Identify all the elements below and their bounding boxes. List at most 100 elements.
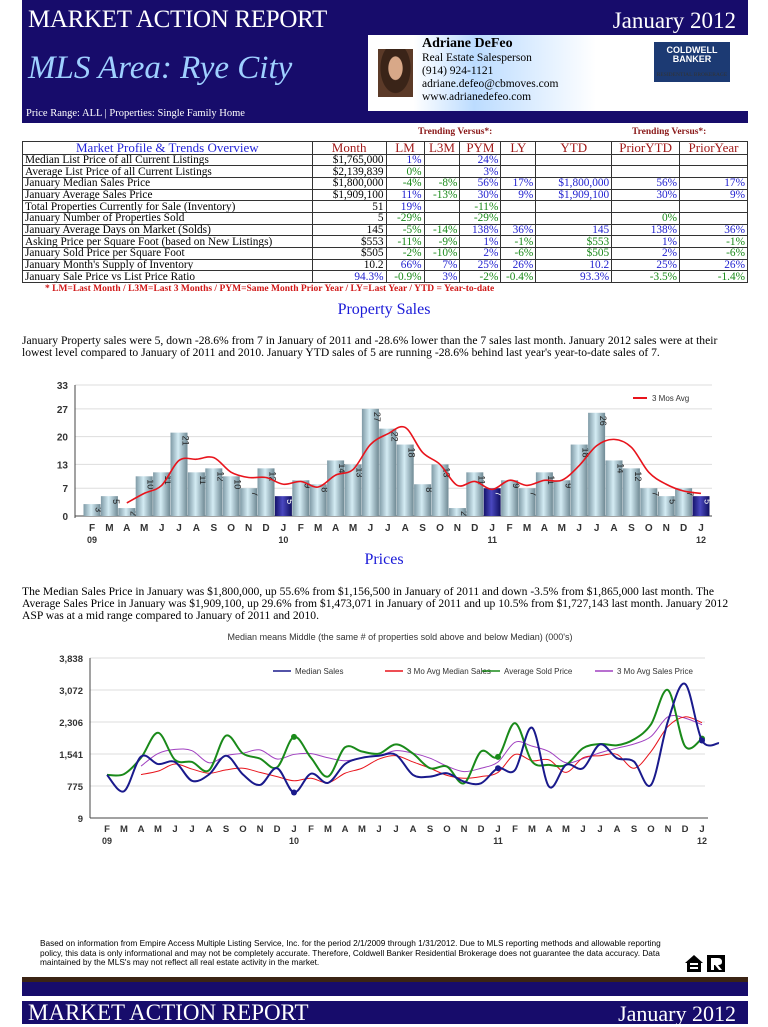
table-row: Average List Price of all Current Listin… bbox=[22, 165, 748, 178]
x-tick-label: J bbox=[580, 824, 585, 835]
x-tick-label: J bbox=[698, 523, 704, 534]
x-tick-label: S bbox=[427, 824, 433, 835]
table-cell: $1,800,000 bbox=[535, 176, 613, 190]
table-cell: 145 bbox=[311, 223, 387, 237]
table-cell: 66% bbox=[385, 258, 425, 272]
x-tick-label: J bbox=[385, 523, 391, 534]
table-cell bbox=[500, 211, 537, 225]
table-cell: -6% bbox=[500, 247, 537, 260]
table-cell: 30% bbox=[611, 188, 681, 202]
table-cell: $2,139,839 bbox=[311, 165, 387, 178]
x-tick-label: O bbox=[436, 523, 444, 534]
bar bbox=[170, 432, 188, 516]
report-title: MARKET ACTION REPORT bbox=[28, 6, 328, 33]
column-header: PriorYear bbox=[679, 141, 748, 155]
table-cell: $1,909,100 bbox=[311, 188, 387, 202]
table-cell: -29% bbox=[459, 211, 502, 225]
x-tick-label: D bbox=[471, 523, 478, 534]
y-tick-label: 1,541 bbox=[59, 750, 83, 761]
bar-value-label: 8 bbox=[424, 487, 434, 492]
table-row: Asking Price per Square Foot (based on N… bbox=[22, 235, 748, 248]
table-cell: -1.4% bbox=[679, 270, 748, 284]
year-label: 09 bbox=[87, 535, 97, 545]
logo-subtitle: RESIDENTIAL BROKERAGE bbox=[656, 72, 728, 78]
table-cell: -0.9% bbox=[385, 270, 425, 284]
x-tick-label: A bbox=[206, 824, 213, 835]
bar bbox=[692, 496, 710, 516]
column-header: LM bbox=[385, 141, 425, 155]
table-cell: -4% bbox=[385, 176, 425, 190]
table-cell bbox=[500, 200, 537, 213]
market-profile-table: Market Profile & Trends Overview Month LM L… bbox=[22, 141, 748, 284]
bar-value-label: 22 bbox=[389, 432, 399, 442]
table-cell bbox=[679, 211, 748, 225]
table-cell: $1,765,000 bbox=[311, 153, 387, 167]
divider bbox=[22, 977, 748, 982]
data-marker bbox=[495, 765, 501, 772]
y-tick-label: 27 bbox=[57, 405, 69, 416]
table-cell: -8% bbox=[423, 176, 461, 190]
bar bbox=[414, 484, 432, 516]
x-tick-label: O bbox=[443, 824, 450, 835]
bar bbox=[205, 468, 223, 516]
x-tick-label: S bbox=[419, 523, 426, 534]
x-tick-label: M bbox=[324, 824, 332, 835]
table-cell: 1% bbox=[611, 235, 681, 248]
x-tick-label: M bbox=[349, 523, 357, 534]
x-tick-label: A bbox=[332, 523, 339, 534]
column-header: Month bbox=[311, 141, 387, 155]
avg-line bbox=[126, 425, 702, 504]
table-cell: 25% bbox=[611, 258, 681, 272]
x-tick-label: J bbox=[368, 523, 374, 534]
agent-website[interactable]: www.adrianedefeo.com bbox=[422, 91, 532, 103]
x-tick-label: S bbox=[223, 824, 229, 835]
table-cell: 7% bbox=[423, 258, 461, 272]
x-tick-label: D bbox=[682, 824, 689, 835]
table-row: January Average Days on Market (Solds) 14… bbox=[22, 223, 748, 237]
property-sales-text: January Property sales were 5, down -28.… bbox=[22, 334, 718, 359]
table-cell bbox=[423, 165, 461, 178]
table-cell: 10.2 bbox=[311, 258, 387, 272]
bar bbox=[361, 408, 379, 516]
table-cell: 1% bbox=[385, 153, 425, 167]
table-cell: -29% bbox=[385, 211, 425, 225]
x-tick-label: M bbox=[314, 523, 322, 534]
table-cell: -1% bbox=[679, 235, 748, 248]
table-cell: -11% bbox=[385, 235, 425, 248]
bar bbox=[588, 412, 606, 516]
year-label: 09 bbox=[102, 836, 112, 846]
bar-value-label: 10 bbox=[146, 479, 156, 489]
x-tick-label: J bbox=[376, 824, 381, 835]
table-cell: 3% bbox=[459, 165, 502, 178]
agent-email[interactable]: adriane.defeo@cbmoves.com bbox=[422, 78, 559, 90]
x-tick-label: J bbox=[393, 824, 398, 835]
data-marker bbox=[291, 733, 297, 740]
x-tick-label: J bbox=[495, 824, 500, 835]
property-sales-chart: 07132027333F095M2A10M11J21J11A12S10O7N12… bbox=[57, 381, 713, 545]
x-tick-label: A bbox=[342, 824, 349, 835]
x-tick-label: O bbox=[647, 824, 654, 835]
bar bbox=[153, 472, 171, 516]
bar-value-label: 13 bbox=[355, 467, 365, 477]
coldwell-banker-logo: COLDWELL BANKER bbox=[654, 42, 730, 82]
table-cell: $1,800,000 bbox=[311, 176, 387, 190]
x-tick-label: N bbox=[257, 824, 264, 835]
bar-value-label: 18 bbox=[407, 448, 417, 458]
table-cell: $505 bbox=[535, 247, 613, 260]
row-label: January Average Sales Price bbox=[22, 188, 313, 202]
table-cell: 138% bbox=[611, 223, 681, 237]
y-tick-label: 0 bbox=[62, 512, 68, 523]
table-cell bbox=[611, 200, 681, 213]
legend-label: Average Sold Price bbox=[504, 667, 573, 676]
bar-value-label: 5 bbox=[703, 499, 713, 504]
bar bbox=[274, 496, 292, 516]
table-cell: 26% bbox=[500, 258, 537, 272]
x-tick-label: A bbox=[546, 824, 553, 835]
x-tick-label: M bbox=[562, 824, 570, 835]
table-cell: 56% bbox=[459, 176, 502, 190]
x-tick-label: J bbox=[172, 824, 177, 835]
table-row: Total Properties Currently for Sale (Inv… bbox=[22, 200, 748, 213]
table-cell: 0% bbox=[385, 165, 425, 178]
legend-label: 3 Mo Avg Sales Price bbox=[617, 667, 693, 676]
x-tick-label: A bbox=[610, 523, 617, 534]
